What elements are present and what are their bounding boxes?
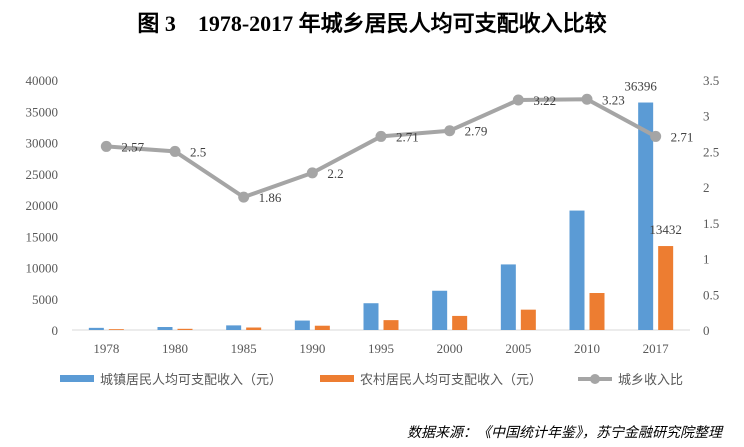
- x-tick-label: 2000: [437, 341, 463, 356]
- legend-label-rural: 农村居民人均可支配收入（元）: [360, 373, 542, 388]
- ratio-label: 2.2: [327, 166, 343, 181]
- bar-urban: [363, 303, 379, 330]
- ratio-marker: [581, 93, 593, 105]
- bar-rural: [108, 329, 124, 330]
- x-tick-label: 1985: [231, 341, 257, 356]
- y-right-tick-label: 1: [703, 252, 710, 267]
- chart-title: 图 3 1978-2017 年城乡居民人均可支配收入比较: [137, 11, 607, 36]
- y-right-tick-label: 2.5: [703, 144, 719, 159]
- data-label: 13432: [649, 222, 682, 237]
- bar-rural: [452, 315, 468, 330]
- legend-swatch-urban: [60, 375, 94, 382]
- x-tick-label: 1995: [368, 341, 394, 356]
- bar-rural: [520, 309, 536, 330]
- ratio-marker: [169, 145, 181, 157]
- x-tick-label: 2010: [574, 341, 600, 356]
- source-note: 数据来源：《中国统计年鉴》，苏宁金融研究院整理: [407, 425, 722, 441]
- ratio-marker: [512, 94, 524, 106]
- y-left-tick-label: 35000: [26, 104, 59, 119]
- y-right-tick-label: 1.5: [703, 216, 719, 231]
- x-tick-label: 1980: [162, 341, 188, 356]
- y-right-tick-label: 3.5: [703, 73, 719, 88]
- ratio-marker: [100, 140, 112, 152]
- bar-urban: [226, 325, 242, 330]
- ratio-label: 1.86: [259, 190, 282, 205]
- y-left-tick-label: 0: [52, 323, 59, 338]
- x-tick-label: 1978: [93, 341, 119, 356]
- legend-label-urban: 城镇居民人均可支配收入（元）: [100, 373, 282, 388]
- ratio-label: 2.5: [190, 144, 206, 159]
- x-tick-label: 1990: [299, 341, 325, 356]
- bar-urban: [432, 290, 448, 330]
- bar-urban: [88, 327, 104, 330]
- y-left-tick-label: 5000: [32, 292, 58, 307]
- bar-urban: [638, 102, 654, 331]
- bar-rural: [658, 246, 674, 330]
- legend-label-ratio: 城乡收入比: [618, 373, 683, 388]
- bar-rural: [589, 293, 605, 330]
- x-tick-label: 2017: [643, 341, 670, 356]
- bar-rural: [177, 328, 193, 330]
- bar-rural: [383, 320, 399, 330]
- x-tick-label: 2005: [505, 341, 531, 356]
- ratio-label: 2.71: [396, 129, 419, 144]
- ratio-marker: [238, 191, 250, 203]
- y-left-tick-label: 30000: [26, 136, 59, 151]
- bar-rural: [314, 325, 330, 330]
- bar-urban: [294, 320, 310, 330]
- ratio-label: 2.71: [671, 129, 694, 144]
- y-left-tick-label: 10000: [26, 261, 59, 276]
- data-label: 36396: [624, 79, 657, 94]
- legend-marker-ratio: [590, 374, 600, 384]
- y-right-tick-label: 3: [703, 109, 710, 124]
- ratio-label: 2.57: [121, 139, 144, 154]
- y-right-tick-label: 0.5: [703, 287, 719, 302]
- ratio-line: [106, 97, 657, 200]
- ratio-label: 2.79: [465, 124, 488, 139]
- bar-urban: [500, 264, 516, 330]
- y-right-tick-label: 2: [703, 180, 710, 195]
- ratio-label: 3.23: [602, 92, 625, 107]
- y-left-tick-label: 25000: [26, 167, 59, 182]
- ratio-marker: [306, 167, 318, 179]
- ratio-label: 3.22: [533, 93, 556, 108]
- bar-rural: [246, 327, 262, 330]
- bar-urban: [157, 327, 173, 330]
- legend-swatch-rural: [320, 375, 354, 382]
- ratio-marker: [650, 130, 662, 142]
- ratio-marker: [375, 130, 387, 142]
- y-left-tick-label: 20000: [26, 198, 59, 213]
- y-right-tick-label: 0: [703, 323, 710, 338]
- bar-urban: [569, 210, 585, 330]
- y-left-tick-label: 15000: [26, 229, 59, 244]
- ratio-marker: [444, 125, 456, 137]
- y-left-tick-label: 40000: [26, 73, 59, 88]
